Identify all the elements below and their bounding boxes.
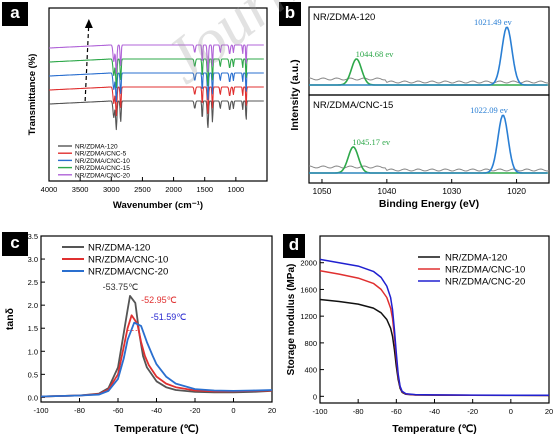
a-x-tick-label: 2000 [165,185,182,194]
d-series-nr-zdma-cnc-20 [319,258,549,397]
b-background-1 [308,165,550,172]
a-series-nr-zdma-120 [48,100,264,131]
d-plot-frame [319,235,550,404]
c-x-tick-label: 0 [231,406,235,415]
d-x-tick-label: 20 [545,407,553,416]
d-x-tick-label: -100 [312,407,327,416]
a-x-tick-label: 3500 [72,185,89,194]
b-y-axis-label: Intensity (a.u.) [289,59,301,130]
b-x-axis-label: Binding Energy (eV) [379,198,479,210]
c-y-axis-label: tanδ [4,308,16,330]
b-peak-label-0-0: 1044.68 ev [356,49,395,59]
b-subplot-label-nr-zdma-cnc-15: NR/ZDMA/CNC-15 [313,100,393,111]
c-y-tick-label: 0.5 [28,370,38,379]
c-legend-label-nr-zdma-120: NR/ZDMA-120 [88,243,150,254]
d-y-tick-label: 1600 [300,285,317,294]
a-plot-frame [48,7,268,182]
a-trend-arrow-head [84,19,93,28]
c-x-tick-label: -60 [113,406,124,415]
c-y-tick-label: 0.0 [28,393,38,402]
a-legend-label-nr-zdma-120: NR/ZDMA-120 [75,144,118,151]
d-x-tick-label: 0 [509,407,513,416]
a-x-tick-label: 1000 [228,185,245,194]
panel-label-d: d [283,234,305,258]
a-legend-label-nr-zdma-cnc-10: NR/ZDMA/CNC-10 [75,158,130,165]
a-trend-arrow-line [84,21,90,102]
c-x-tick-label: 20 [268,406,276,415]
d-y-tick-label: 2000 [300,259,317,268]
a-series-nr-zdma-cnc-20 [48,44,264,75]
a-series-nr-zdma-cnc-15 [48,58,264,89]
b-x-tick-label: 1040 [377,186,396,196]
b-peak-label-1-0: 1045.17 ev [352,137,391,147]
d-x-tick-label: -80 [353,407,364,416]
a-x-axis-label: Wavenumber (cm⁻¹) [113,200,203,211]
c-y-tick-label: 1.0 [28,347,38,356]
c-y-tick-label: 3.5 [28,232,38,241]
c-y-tick-label: 1.5 [28,324,38,333]
c-annotation-0: -53.75℃ [103,282,139,292]
panel-label-b: b [279,2,301,26]
d-y-axis-label: Storage modulus (MPa) [286,264,297,376]
d-x-axis-label: Temperature (℃) [392,423,477,435]
c-y-tick-label: 3.0 [28,255,38,264]
a-y-axis-label: Transmittance (%) [27,54,38,136]
b-peak-label-1-1: 1022.09 ev [470,105,509,115]
d-x-tick-label: -40 [429,407,440,416]
d-x-tick-label: -60 [391,407,402,416]
b-peak-label-0-1: 1021.49 ev [474,17,513,27]
d-y-tick-label: 400 [304,366,317,375]
d-series-nr-zdma-120 [319,298,550,397]
c-series-nr-zdma-cnc-20 [40,321,273,398]
b-x-tick-label: 1030 [442,186,461,196]
c-legend-label-nr-zdma-cnc-20: NR/ZDMA/CNC-20 [88,267,168,278]
a-legend-label-nr-zdma-cnc-20: NR/ZDMA/CNC-20 [75,172,130,179]
c-annotation-1: -52.95℃ [141,295,177,305]
a-x-tick-label: 2500 [134,185,151,194]
b-subplot-frame-1 [308,94,550,184]
b-x-tick-label: 1020 [507,186,526,196]
d-y-tick-label: 0 [313,392,317,401]
d-y-tick-label: 1200 [300,312,317,321]
a-series-nr-zdma-cnc-5 [48,86,264,117]
panel-label-c: c [2,232,28,256]
c-x-tick-label: -100 [33,406,48,415]
c-y-tick-label: 2.0 [28,301,38,310]
c-x-tick-label: -20 [190,406,201,415]
b-subplot-label-nr-zdma-120: NR/ZDMA-120 [313,12,375,23]
a-x-tick-label: 3000 [103,185,120,194]
c-legend-label-nr-zdma-cnc-10: NR/ZDMA/CNC-10 [88,255,168,266]
d-legend-label-nr-zdma-120: NR/ZDMA-120 [445,253,507,264]
d-y-tick-label: 800 [304,339,317,348]
panel-label-a: a [2,2,28,26]
a-series-nr-zdma-cnc-10 [48,72,264,103]
d-x-tick-label: -20 [467,407,478,416]
d-series-nr-zdma-cnc-10 [319,269,550,397]
a-legend-label-nr-zdma-cnc-5: NR/ZDMA/CNC-5 [75,151,127,158]
c-x-tick-label: -80 [74,406,85,415]
c-x-axis-label: Temperature (℃) [114,423,199,435]
c-annotation-2: -51.59℃ [151,312,187,322]
d-legend-label-nr-zdma-cnc-20: NR/ZDMA/CNC-20 [445,277,525,288]
c-y-tick-label: 2.5 [28,278,38,287]
d-legend-label-nr-zdma-cnc-10: NR/ZDMA/CNC-10 [445,265,525,276]
b-x-tick-label: 1050 [313,186,332,196]
a-x-tick-label: 4000 [41,185,58,194]
a-legend-label-nr-zdma-cnc-15: NR/ZDMA/CNC-15 [75,165,130,172]
c-x-tick-label: -40 [151,406,162,415]
a-x-tick-label: 1500 [196,185,213,194]
